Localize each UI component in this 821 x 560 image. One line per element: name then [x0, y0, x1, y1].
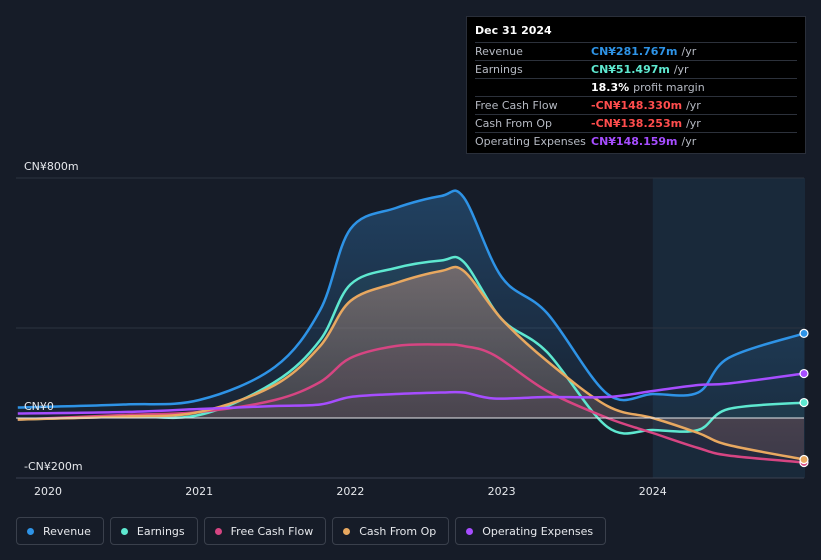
x-tick-label: 2022	[336, 485, 364, 498]
legend-label: Revenue	[43, 524, 91, 538]
tooltip-row-value: 18.3%	[591, 81, 630, 94]
legend-label: Cash From Op	[359, 524, 437, 538]
legend-item-earnings[interactable]: Earnings	[109, 517, 198, 545]
revenue-line	[17, 189, 805, 409]
legend-label: Free Cash Flow	[230, 524, 314, 538]
y-tick-label: -CN¥200m	[24, 460, 83, 473]
tooltip-row-value: -CN¥148.330m	[591, 99, 683, 112]
earnings-end-marker[interactable]	[799, 397, 809, 408]
x-tick-label: 2024	[639, 485, 667, 498]
chart: CN¥800m CN¥0 -CN¥200m 2020 2021 2022 2023 2024	[16, 160, 809, 498]
x-tick-label: 2021	[185, 485, 213, 498]
tooltip-row: Free Cash Flow -CN¥148.330m/yr	[475, 97, 797, 115]
legend-dot-icon	[466, 527, 474, 535]
operating-expenses-line	[17, 372, 805, 415]
legend-item-free-cash-flow[interactable]: Free Cash Flow	[203, 517, 327, 545]
tooltip-row-value: CN¥281.767m	[591, 45, 678, 58]
tooltip-row-unit: /yr	[681, 135, 697, 148]
cash-from-op-end-marker[interactable]	[799, 454, 809, 465]
y-tick-label: CN¥800m	[24, 160, 79, 173]
revenue-end-marker[interactable]	[799, 328, 809, 338]
tooltip-row-unit: /yr	[686, 99, 701, 112]
tooltip-row-unit: /yr	[686, 117, 701, 130]
tooltip-row-value: CN¥148.159m	[591, 135, 678, 148]
tooltip-row-unit: profit margin	[633, 81, 705, 94]
tooltip-row: Revenue CN¥281.767m/yr	[475, 43, 797, 61]
tooltip-row: 18.3% profit margin	[475, 79, 797, 97]
legend-label: Operating Expenses	[482, 524, 594, 538]
x-axis-labels: 2020 2021 2022 2023 2024	[34, 485, 667, 498]
legend-dot-icon	[343, 527, 351, 535]
tooltip-row-label: Operating Expenses	[475, 135, 586, 148]
y-tick-label: CN¥0	[24, 400, 54, 413]
tooltip-row-value: CN¥51.497m	[591, 63, 670, 76]
tooltip-row-value: -CN¥138.253m	[591, 117, 683, 130]
tooltip: Dec 31 2024 Revenue CN¥281.767m/yr Earning…	[466, 16, 806, 154]
tooltip-row: Cash From Op -CN¥138.253m/yr	[475, 115, 797, 133]
series-lines	[17, 189, 805, 464]
legend-dot-icon	[120, 527, 128, 535]
tooltip-row-label: Earnings	[475, 63, 523, 76]
legend-label: Earnings	[136, 524, 185, 538]
tooltip-row-unit: /yr	[673, 63, 689, 76]
tooltip-row-unit: /yr	[681, 45, 697, 58]
legend-item-cash-from-op[interactable]: Cash From Op	[332, 517, 450, 545]
legend-dot-icon	[27, 527, 34, 535]
tooltip-row-label	[475, 79, 591, 96]
legend-item-operating-expenses[interactable]: Operating Expenses	[455, 517, 607, 545]
legend-item-revenue[interactable]: Revenue	[16, 517, 104, 545]
legend-dot-icon	[214, 527, 222, 535]
tooltip-row: Earnings CN¥51.497m/yr	[475, 61, 797, 79]
series-end-markers	[799, 328, 809, 468]
y-axis-labels: CN¥800m CN¥0 -CN¥200m	[24, 160, 83, 473]
tooltip-date: Dec 31 2024	[475, 17, 797, 43]
x-tick-label: 2020	[34, 485, 62, 498]
tooltip-row-label: Free Cash Flow	[475, 99, 558, 112]
tooltip-row-label: Revenue	[475, 45, 523, 58]
free-cash-flow-line	[17, 343, 805, 464]
operating-expenses-end-marker[interactable]	[799, 368, 809, 379]
x-tick-label: 2023	[488, 485, 516, 498]
tooltip-row-label: Cash From Op	[475, 117, 553, 130]
tooltip-row: Operating Expenses CN¥148.159m/yr	[475, 133, 797, 150]
legend: Revenue Earnings Free Cash Flow Cash From O…	[16, 517, 607, 545]
